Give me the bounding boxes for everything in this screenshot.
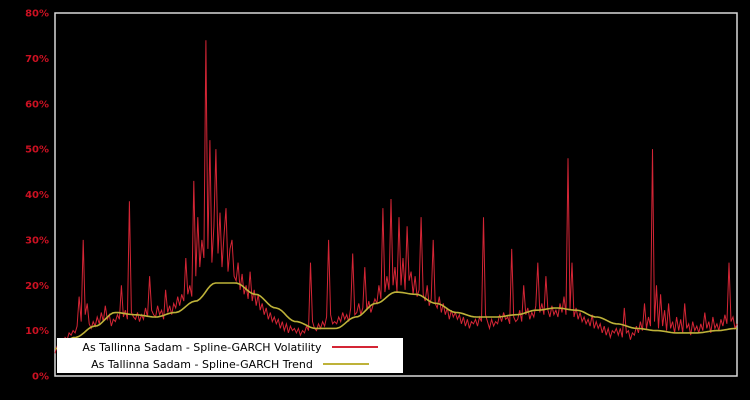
legend-line-sample-volatility	[331, 346, 378, 348]
y-axis-tick-label: 0%	[32, 372, 49, 383]
y-axis-tick-label: 40%	[25, 190, 49, 201]
legend-line-sample-trend	[322, 363, 369, 365]
volatility-series-line	[54, 40, 738, 354]
y-axis-tick-label: 30%	[25, 235, 49, 246]
legend-label-trend: As Tallinna Sadam - Spline-GARCH Trend	[91, 357, 313, 371]
y-axis-tick-label: 80%	[25, 9, 49, 20]
y-axis-tick-label: 70%	[25, 54, 49, 65]
trend-series-line	[54, 282, 738, 350]
chart-legend: As Tallinna Sadam - Spline-GARCH Volatil…	[57, 338, 403, 373]
legend-label-volatility: As Tallinna Sadam - Spline-GARCH Volatil…	[82, 340, 322, 354]
legend-row-trend: As Tallinna Sadam - Spline-GARCH Trend	[57, 356, 403, 372]
y-axis-tick-label: 60%	[25, 99, 49, 110]
legend-row-volatility: As Tallinna Sadam - Spline-GARCH Volatil…	[57, 339, 403, 355]
y-axis-tick-label: 10%	[25, 326, 49, 337]
y-axis-tick-label: 20%	[25, 281, 49, 292]
plot-frame	[54, 12, 738, 377]
y-axis-tick-label: 50%	[25, 145, 49, 156]
